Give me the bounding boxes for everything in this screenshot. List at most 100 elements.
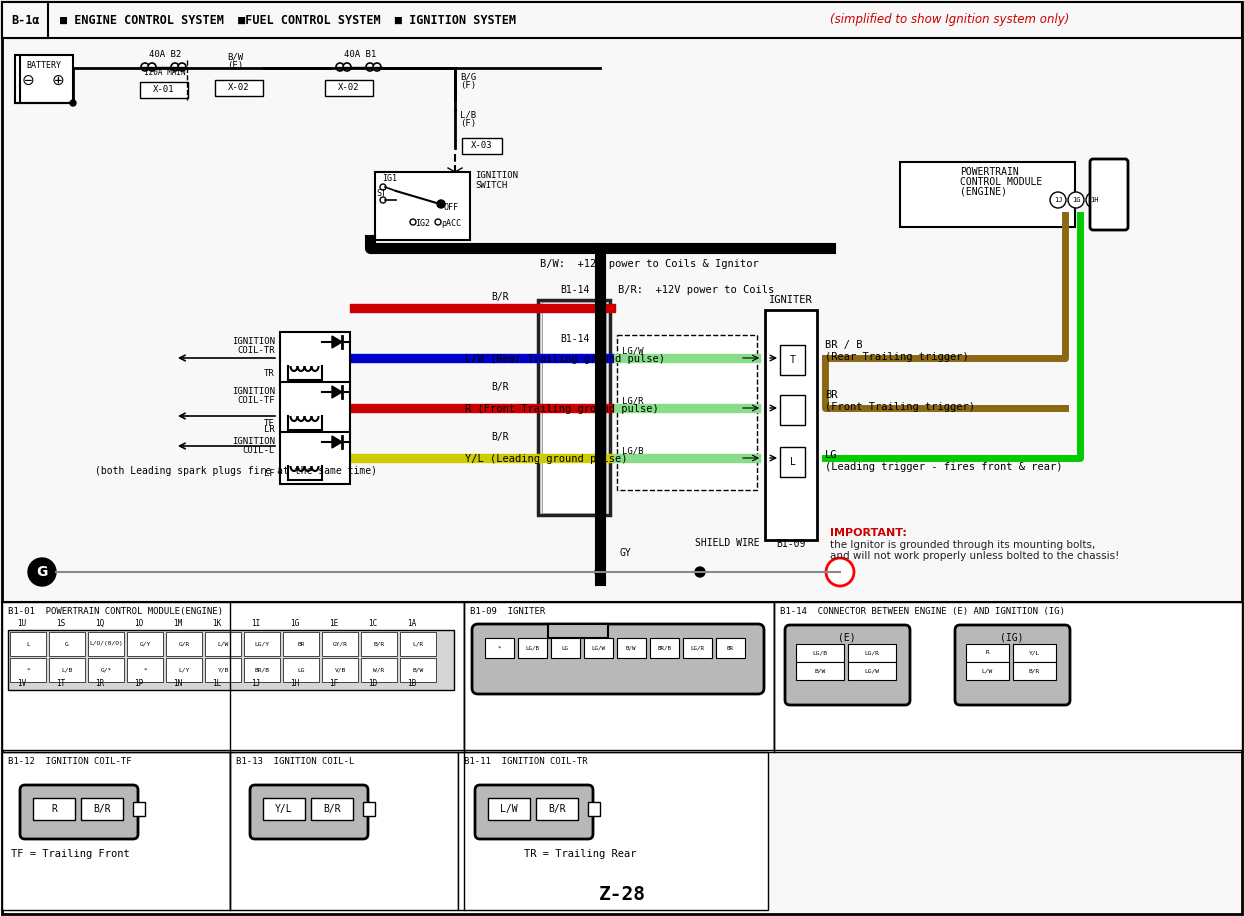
Bar bbox=[49, 632, 85, 656]
Text: BR: BR bbox=[297, 641, 305, 647]
Bar bbox=[10, 658, 46, 682]
Circle shape bbox=[379, 184, 386, 190]
Text: TF: TF bbox=[264, 420, 275, 429]
Text: ST: ST bbox=[376, 189, 386, 198]
Text: TF = Trailing Front: TF = Trailing Front bbox=[11, 849, 129, 859]
Text: LG/R: LG/R bbox=[865, 650, 880, 656]
Text: (E): (E) bbox=[226, 61, 243, 70]
Text: B1-11  IGNITION COIL-TR: B1-11 IGNITION COIL-TR bbox=[464, 757, 587, 766]
FancyBboxPatch shape bbox=[471, 624, 764, 694]
Text: LG/W: LG/W bbox=[865, 669, 880, 673]
Circle shape bbox=[70, 100, 76, 106]
Text: X-03: X-03 bbox=[471, 141, 493, 150]
FancyBboxPatch shape bbox=[250, 785, 368, 839]
Text: IG2: IG2 bbox=[415, 219, 430, 228]
Text: B/G: B/G bbox=[460, 73, 476, 82]
Bar bbox=[34, 798, 75, 820]
Bar bbox=[322, 658, 358, 682]
Text: (Front Trailing trigger): (Front Trailing trigger) bbox=[825, 402, 975, 412]
Bar bbox=[617, 638, 646, 658]
Bar bbox=[280, 332, 350, 384]
Text: LG: LG bbox=[825, 450, 837, 460]
Text: B/W:  +12V power to Coils & Ignitor: B/W: +12V power to Coils & Ignitor bbox=[540, 259, 759, 269]
Text: T: T bbox=[790, 355, 796, 365]
Text: *: * bbox=[26, 668, 30, 672]
Bar bbox=[88, 632, 124, 656]
Bar bbox=[49, 658, 85, 682]
Bar bbox=[205, 632, 241, 656]
Text: ⊖: ⊖ bbox=[21, 72, 35, 88]
Text: *: * bbox=[143, 668, 147, 672]
Bar bbox=[165, 632, 202, 656]
Bar bbox=[967, 662, 1009, 680]
Bar bbox=[325, 80, 373, 96]
Text: 1B: 1B bbox=[407, 679, 417, 688]
Bar bbox=[651, 638, 679, 658]
Text: G: G bbox=[65, 641, 68, 647]
Bar bbox=[215, 80, 262, 96]
Text: LG/Y: LG/Y bbox=[255, 641, 270, 647]
Text: B1-09: B1-09 bbox=[776, 539, 806, 549]
Circle shape bbox=[343, 63, 351, 71]
Bar bbox=[583, 638, 613, 658]
Circle shape bbox=[141, 63, 149, 71]
Text: BR / B: BR / B bbox=[825, 340, 862, 350]
Text: GY/R: GY/R bbox=[332, 641, 347, 647]
Text: (ENGINE): (ENGINE) bbox=[960, 187, 1006, 197]
Polygon shape bbox=[332, 336, 342, 348]
Text: ρACC: ρACC bbox=[442, 219, 462, 228]
Text: BATTERY: BATTERY bbox=[26, 60, 61, 70]
Text: IGNITION: IGNITION bbox=[231, 437, 275, 446]
Bar bbox=[1013, 662, 1056, 680]
Circle shape bbox=[1050, 192, 1066, 208]
Text: 1J: 1J bbox=[1054, 197, 1062, 203]
Circle shape bbox=[1069, 192, 1084, 208]
Bar bbox=[322, 632, 358, 656]
Bar bbox=[542, 302, 606, 513]
Bar bbox=[464, 602, 774, 750]
Text: POWERTRAIN: POWERTRAIN bbox=[960, 167, 1019, 177]
Text: (F): (F) bbox=[460, 119, 476, 128]
Text: 1F: 1F bbox=[330, 679, 338, 688]
Text: LG/R: LG/R bbox=[690, 646, 704, 650]
Text: L/Y: L/Y bbox=[178, 668, 189, 672]
Text: L/W: L/W bbox=[982, 669, 993, 673]
Text: LG/B: LG/B bbox=[525, 646, 539, 650]
Text: 1E: 1E bbox=[330, 619, 338, 628]
Bar bbox=[536, 798, 578, 820]
Circle shape bbox=[336, 63, 345, 71]
Bar bbox=[518, 638, 547, 658]
Text: SHIELD WIRE: SHIELD WIRE bbox=[695, 538, 760, 548]
Text: (both Leading spark plugs fire at the same time): (both Leading spark plugs fire at the sa… bbox=[95, 466, 377, 476]
Bar bbox=[462, 138, 503, 154]
Text: LG: LG bbox=[297, 668, 305, 672]
Text: Y/L: Y/L bbox=[275, 804, 292, 814]
Bar bbox=[244, 632, 280, 656]
Text: B-1α: B-1α bbox=[11, 14, 40, 27]
FancyBboxPatch shape bbox=[475, 785, 593, 839]
Bar bbox=[780, 345, 805, 375]
Circle shape bbox=[366, 63, 374, 71]
FancyBboxPatch shape bbox=[20, 785, 138, 839]
Text: 1I: 1I bbox=[251, 619, 261, 628]
Text: 1M: 1M bbox=[173, 619, 183, 628]
Text: BR: BR bbox=[726, 646, 734, 650]
Text: ■ ENGINE CONTROL SYSTEM  ■FUEL CONTROL SYSTEM  ■ IGNITION SYSTEM: ■ ENGINE CONTROL SYSTEM ■FUEL CONTROL SY… bbox=[60, 14, 516, 27]
Text: L/R: L/R bbox=[412, 641, 424, 647]
Circle shape bbox=[373, 63, 381, 71]
Text: LG: LG bbox=[561, 646, 569, 650]
Text: 1G: 1G bbox=[290, 619, 300, 628]
Polygon shape bbox=[332, 386, 342, 398]
Text: COIL-TF: COIL-TF bbox=[238, 396, 275, 405]
Bar bbox=[280, 432, 350, 484]
Text: B1-14: B1-14 bbox=[560, 334, 590, 344]
Text: B/W: B/W bbox=[626, 646, 636, 650]
Bar bbox=[717, 638, 745, 658]
Bar bbox=[361, 632, 397, 656]
Text: *: * bbox=[498, 646, 501, 650]
Text: 1T: 1T bbox=[56, 679, 66, 688]
Bar bbox=[88, 658, 124, 682]
Text: LG/R: LG/R bbox=[622, 396, 643, 405]
Text: Z-28: Z-28 bbox=[598, 886, 646, 904]
Text: COIL-L: COIL-L bbox=[243, 446, 275, 455]
